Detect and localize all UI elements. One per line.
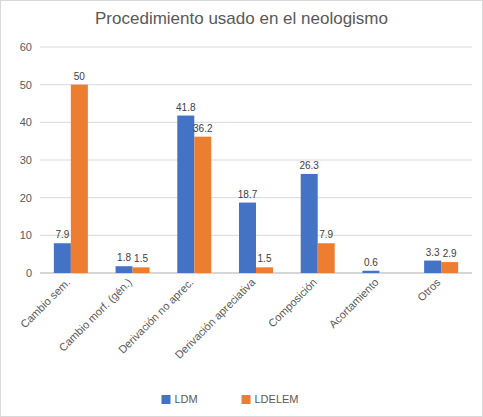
data-label: 3.3 <box>426 247 440 258</box>
grid-line <box>40 84 472 85</box>
bar <box>54 243 71 273</box>
grid-line <box>40 47 472 48</box>
legend-swatch <box>242 395 251 404</box>
bar <box>301 174 318 273</box>
bar <box>256 267 273 273</box>
grid-line <box>40 122 472 123</box>
chart-svg: Procedimiento usado en el neologismo 0 10 2… <box>0 0 483 417</box>
y-tick-label: 30 <box>20 154 32 166</box>
chart-border <box>1 1 483 417</box>
data-label: 18.7 <box>238 189 258 200</box>
data-label: 1.8 <box>117 252 131 263</box>
x-tick-label: Cambio sem. <box>18 276 72 330</box>
data-label: 0.6 <box>364 257 378 268</box>
data-label: 41.8 <box>176 102 196 113</box>
x-tick-label: Acortamiento <box>327 276 381 330</box>
legend-label: LDELEM <box>255 393 299 405</box>
y-tick-label: 60 <box>20 41 32 53</box>
chart-container: Procedimiento usado en el neologismo 0 10 2… <box>0 0 483 417</box>
y-tick-label: 40 <box>20 116 32 128</box>
legend-label: LDM <box>175 393 198 405</box>
bar <box>133 267 150 273</box>
y-tick-label: 10 <box>20 229 32 241</box>
data-label: 36.2 <box>193 123 213 134</box>
chart-title: Procedimiento usado en el neologismo <box>95 9 388 28</box>
grid-line <box>40 160 472 161</box>
x-tick-label: Composición <box>266 276 319 329</box>
y-tick-label: 0 <box>26 267 32 279</box>
bar <box>71 85 88 273</box>
bar <box>441 262 458 273</box>
bars <box>54 85 458 273</box>
legend-swatch <box>162 395 171 404</box>
bar <box>239 203 256 273</box>
bar <box>318 243 335 273</box>
bar <box>362 271 379 273</box>
bar <box>116 266 133 273</box>
bar <box>194 137 211 273</box>
data-label: 7.9 <box>319 229 333 240</box>
data-label: 26.3 <box>299 160 319 171</box>
legend: LDM LDELEM <box>162 393 299 405</box>
x-tick-label: Derivación apreciativa <box>172 275 258 361</box>
data-label: 1.5 <box>258 253 272 264</box>
data-label: 1.5 <box>134 253 148 264</box>
data-labels: 7.9 1.8 41.8 18.7 26.3 0.6 3.3 50 1.5 36.2 1.5 7.9 2… <box>55 71 457 268</box>
data-label: 7.9 <box>55 229 69 240</box>
y-tick-label: 20 <box>20 192 32 204</box>
y-tick-label: 50 <box>20 79 32 91</box>
data-label: 50 <box>74 71 86 82</box>
x-tick-label: Otros <box>415 276 443 304</box>
data-label: 2.9 <box>443 248 457 259</box>
bar <box>424 261 441 273</box>
bar <box>177 116 194 273</box>
